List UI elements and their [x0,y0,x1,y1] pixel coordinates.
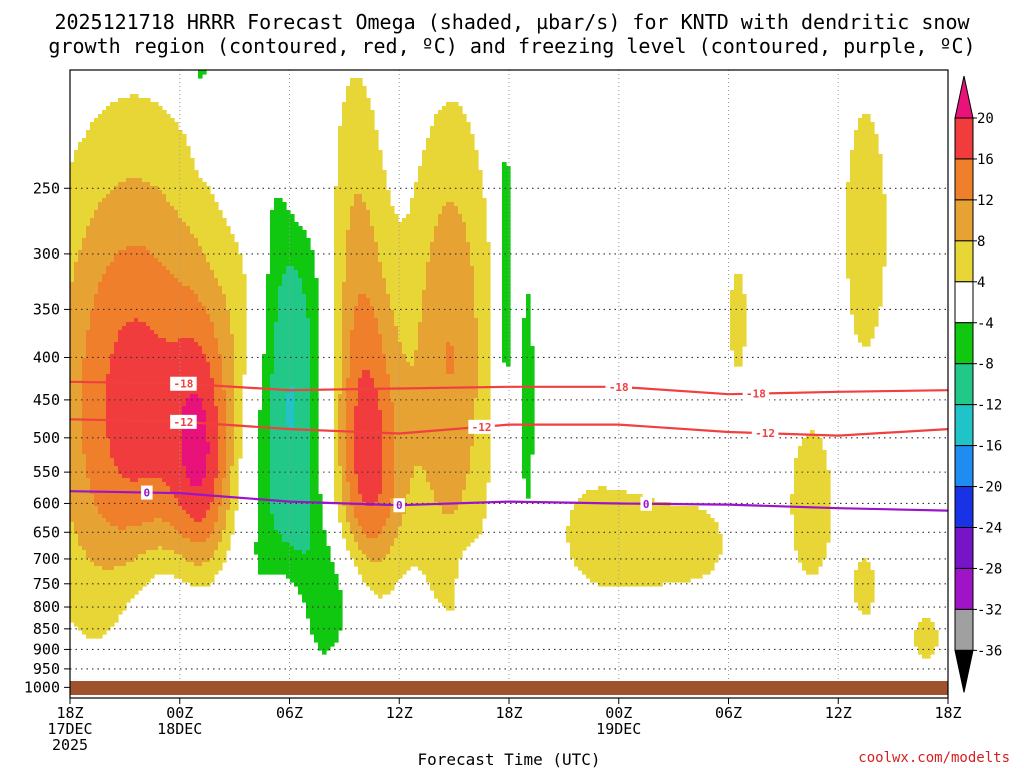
x-tick-label: 06Z [276,704,303,722]
colorbar-swatch [954,608,974,651]
dgz-bottom-label: -12 [472,421,492,434]
y-tick-label: 700 [33,550,60,568]
freezing-level-contour [70,490,948,512]
colorbar-tick-label: -20 [977,480,1002,496]
colorbar-swatch [954,199,974,242]
dgz-top-label: -18 [609,381,629,394]
y-tick-label: 400 [33,348,60,366]
dgz-bottom-label-bg [170,414,197,429]
x-tick-label: 18DEC [157,720,202,738]
dgz-top-label: -18 [173,378,193,391]
dgz-top-label-bg [605,379,632,394]
colorbar-tick-label: -32 [977,602,1002,618]
y-tick-label: 800 [33,598,60,616]
y-tick-label: 750 [33,575,60,593]
colorbar-tick-label: 4 [977,275,985,291]
x-tick-label: 18Z [56,704,83,722]
y-tick-label: 1000 [24,678,60,696]
x-tick-label: 12Z [825,704,852,722]
colorbar-swatch [954,117,974,160]
grid-lines [70,70,948,698]
dgz-bottom-contour [70,418,948,437]
x-tick-label: 12Z [386,704,413,722]
chart-title-line-2: growth region (contoured, red, ºC) and f… [48,34,975,58]
colorbar-tick-label: 20 [977,111,994,127]
colorbar-swatch [954,240,974,283]
temperature-contours: -18 -18 -18 -12 -12 -12 0 0 0 [70,376,948,513]
colorbar-tick-label: -4 [977,316,994,332]
y-tick-label: 350 [33,300,60,318]
freezing-level-label-bg [640,496,652,511]
x-tick-label: 06Z [715,704,742,722]
dgz-bottom-label: -12 [755,427,775,440]
colorbar-tick-label: -24 [977,521,1002,537]
colorbar-swatch [954,445,974,488]
colorbar-tick-label: 16 [977,152,994,168]
x-tick-label: 19DEC [596,720,641,738]
freezing-level-label: 0 [643,498,650,511]
colorbar-tick-label: -12 [977,398,1002,414]
x-tick-label: 17DEC [47,720,92,738]
y-tick-label: 650 [33,523,60,541]
colorbar: 20 16 12 8 4 -4 -8 -12 -16 -20 -24 -28 -32 -36 [954,75,1002,693]
dgz-top-label-bg [170,376,197,391]
colorbar-swatch [954,486,974,528]
dgz-top-contour [70,380,948,396]
dgz-top-label: -18 [746,388,766,401]
x-tick-label: 00Z [605,704,632,722]
x-tick-label: 00Z [166,704,193,722]
dgz-bottom-label-bg [751,426,779,441]
x-tick-label: 2025 [52,736,88,754]
colorbar-tick-label: -36 [977,643,1002,659]
x-tick-label: 18Z [934,704,961,722]
chart-title-line-1: 2025121718 HRRR Forecast Omega (shaded, … [54,10,970,34]
y-tick-label: 900 [33,640,60,658]
freezing-level-label: 0 [144,487,151,500]
colorbar-tick-label: -8 [977,357,994,373]
omega-shading [70,70,939,659]
colorbar-tick-label: 8 [977,234,985,250]
colorbar-swatch [954,322,974,365]
freezing-level-label-bg [141,485,153,500]
colorbar-tick-label: -16 [977,439,1002,455]
colorbar-swatch [954,363,974,406]
y-tick-label: 500 [33,429,60,447]
credit-text: coolwx.com/modelts [858,750,1010,766]
colorbar-cap-bottom [954,649,974,693]
colorbar-swatch [954,404,974,447]
colorbar-swatch [954,527,974,569]
y-axis: 250 300 350 400 450 500 550 600 650 700 750 800 850 9… [24,179,70,696]
freezing-level-label-bg [393,498,405,513]
colorbar-swatch [954,281,974,324]
x-tick-label: 18Z [495,704,522,722]
y-tick-label: 300 [33,245,60,263]
y-tick-label: 600 [33,494,60,512]
freezing-level-label: 0 [396,499,403,512]
dgz-bottom-label: -12 [173,416,193,429]
y-tick-label: 450 [33,391,60,409]
x-axis-label: Forecast Time (UTC) [417,750,600,768]
y-tick-label: 850 [33,620,60,638]
colorbar-tick-label: 12 [977,193,994,209]
colorbar-swatch [954,158,974,201]
ground-terrain [70,681,948,695]
colorbar-swatch [954,567,974,610]
dgz-bottom-label-bg [468,419,495,434]
dgz-top-label-bg [742,386,770,401]
colorbar-cap-top [954,75,974,119]
y-tick-label: 550 [33,463,60,481]
y-tick-label: 250 [33,179,60,197]
colorbar-tick-label: -28 [977,561,1002,577]
y-tick-label: 950 [33,660,60,678]
